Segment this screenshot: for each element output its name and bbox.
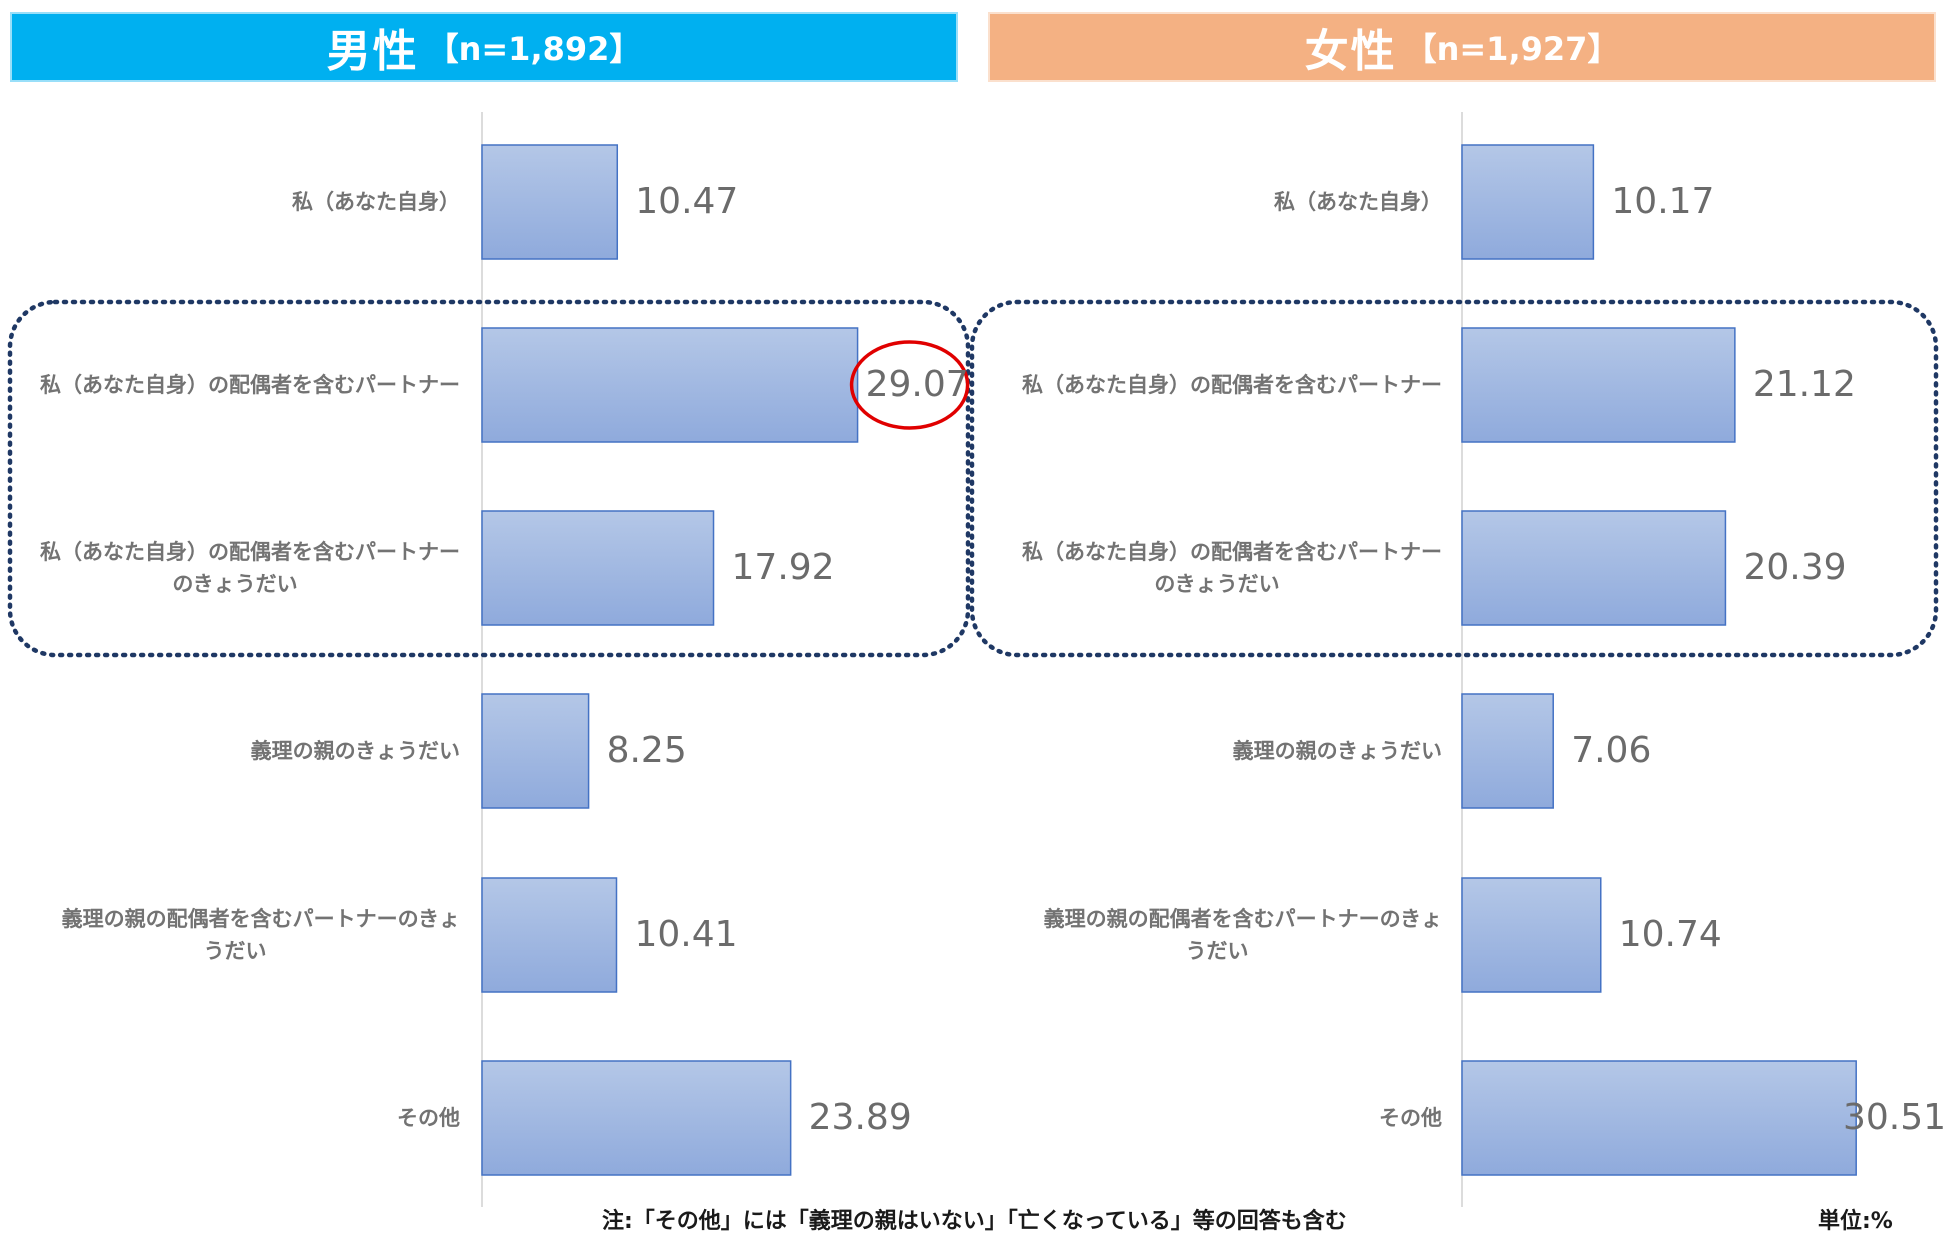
female-panel-title: 女性: [1304, 26, 1397, 77]
female-category-label-2-line-0: 私（あなた自身）の配偶者を含むパートナー: [1022, 540, 1442, 564]
male-category-label-4-line-0: 義理の親の配偶者を含むパートナーのきょ: [61, 907, 460, 931]
female-bar-3: [1461, 693, 1554, 809]
female-category-label-3: 義理の親のきょうだい: [1232, 739, 1442, 763]
male-highlight-circle: [849, 340, 970, 430]
male-category-label-2-line-0: 私（あなた自身）の配偶者を含むパートナー: [40, 540, 460, 564]
female-sample-size: 【n=1,927】: [1404, 30, 1620, 68]
female-bar-0: [1461, 144, 1595, 260]
female-value-label-4: 10.74: [1618, 914, 1722, 955]
male-bar-0: [481, 144, 619, 260]
female-panel-header: 女性 【n=1,927】: [988, 12, 1936, 82]
female-bar-5: [1461, 1060, 1857, 1176]
male-value-label-5: 23.89: [808, 1097, 912, 1138]
female-value-label-3: 7.06: [1571, 730, 1652, 771]
female-category-label-5: その他: [1379, 1106, 1442, 1130]
male-value-label-1: 29.07: [865, 364, 969, 405]
female-value-label-0: 10.17: [1611, 181, 1715, 222]
female-category-label-4-line-0: 義理の親の配偶者を含むパートナーのきょ: [1043, 907, 1442, 931]
female-bar-4: [1461, 877, 1602, 993]
male-category-label-1: 私（あなた自身）の配偶者を含むパートナー: [40, 373, 460, 397]
unit-note: 単位:%: [1818, 1209, 1893, 1234]
female-value-label-2: 20.39: [1743, 547, 1847, 588]
female-value-label-5: 30.51: [1843, 1097, 1947, 1138]
male-value-label-3: 8.25: [606, 730, 687, 771]
footnote: 注:「その他」には「義理の親はいない」「亡くなっている」等の回答も含む: [602, 1209, 1347, 1234]
male-category-label-0: 私（あなた自身）: [292, 190, 460, 214]
male-panel-title: 男性: [326, 26, 419, 77]
female-bar-1: [1461, 327, 1736, 443]
female-category-label-2-line-1: のきょうだい: [1154, 572, 1280, 596]
female-category-label-0: 私（あなた自身）: [1274, 190, 1442, 214]
male-value-label-4: 10.41: [634, 914, 738, 955]
male-category-label-2-line-1: のきょうだい: [172, 572, 298, 596]
female-value-label-1: 21.12: [1752, 364, 1856, 405]
female-group-outline: [969, 299, 1939, 658]
male-bar-3: [481, 693, 590, 809]
male-bar-2: [481, 510, 715, 626]
male-bar-1: [481, 327, 859, 443]
female-category-label-4-line-1: うだい: [1185, 939, 1249, 963]
female-category-label-1: 私（あなた自身）の配偶者を含むパートナー: [1022, 373, 1442, 397]
male-value-label-0: 10.47: [635, 181, 739, 222]
male-category-label-5: その他: [397, 1106, 460, 1130]
male-panel-header: 男性 【n=1,892】: [10, 12, 958, 82]
male-category-label-3: 義理の親のきょうだい: [250, 739, 460, 763]
male-group-outline: [7, 299, 971, 658]
male-value-label-2: 17.92: [731, 547, 835, 588]
male-bar-4: [481, 877, 618, 993]
male-sample-size: 【n=1,892】: [426, 30, 642, 68]
female-bar-2: [1461, 510, 1727, 626]
male-bar-5: [481, 1060, 792, 1176]
male-category-label-4-line-1: うだい: [203, 939, 267, 963]
